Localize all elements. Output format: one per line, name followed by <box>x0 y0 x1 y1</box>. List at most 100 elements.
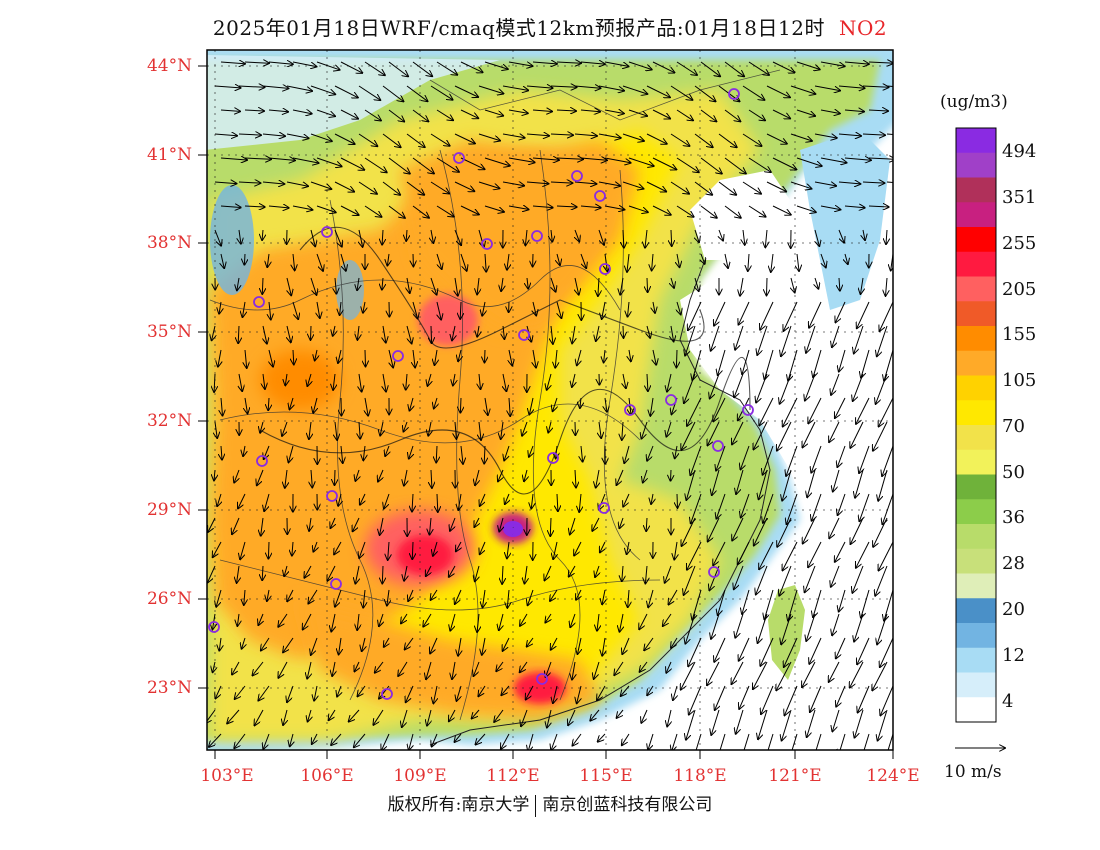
wind-arrow <box>833 469 840 492</box>
wind-arrow <box>687 541 702 570</box>
wind-arrow <box>580 206 601 208</box>
wind-arrow <box>365 349 366 366</box>
wind-arrow <box>316 61 340 70</box>
wind-arrow <box>527 637 534 647</box>
wind-arrow <box>485 397 488 415</box>
wind-arrow <box>572 373 575 387</box>
wind-arrow <box>412 61 432 76</box>
wind-arrow <box>240 541 246 559</box>
city-marker <box>518 329 530 341</box>
colorbar-unit: (ug/m3) <box>940 92 1008 112</box>
wind-arrow <box>627 253 629 272</box>
wind-arrow <box>621 685 630 696</box>
wind-arrow <box>832 325 840 347</box>
wind-arrow <box>334 229 342 247</box>
wind-arrow <box>307 373 311 386</box>
wind-arrow <box>507 253 509 270</box>
colorbar-swatch <box>956 474 996 500</box>
wind-arrow <box>810 685 822 712</box>
wind-arrow <box>532 110 552 112</box>
wind-arrow <box>509 397 510 416</box>
wind-arrow <box>784 637 798 667</box>
wind-arrow <box>692 589 702 620</box>
wind-arrow <box>647 325 650 338</box>
wind-arrow <box>845 253 848 264</box>
wind-arrow <box>759 541 774 569</box>
wind-arrow <box>838 229 844 243</box>
wind-arrow <box>316 109 335 116</box>
wind-arrow <box>485 253 486 272</box>
wind-arrow <box>508 157 535 162</box>
wind-arrow <box>666 661 671 673</box>
wind-arrow <box>479 421 481 440</box>
wind-arrow <box>596 469 599 488</box>
wind-arrow <box>838 86 865 88</box>
colorbar-swatch <box>956 672 996 698</box>
wind-arrow <box>724 205 741 218</box>
wind-arrow <box>694 133 713 147</box>
wind-arrow <box>886 133 893 135</box>
wind-arrow <box>694 181 712 195</box>
wind-arrow <box>338 493 341 506</box>
wind-arrow <box>388 61 408 76</box>
wind-arrow <box>748 157 771 172</box>
wind-arrow <box>782 709 792 741</box>
wind-arrow <box>820 157 847 163</box>
wind-arrow <box>401 613 408 623</box>
wind-arrow <box>212 325 215 340</box>
wind-arrow <box>430 637 438 653</box>
wind-arrow <box>622 133 644 141</box>
wind-arrow <box>815 229 819 246</box>
wind-arrow <box>455 733 462 742</box>
wind-arrow <box>354 733 366 747</box>
wind-arrow <box>485 349 486 362</box>
wind-arrow <box>844 158 871 160</box>
wind-arrow <box>528 589 534 605</box>
wind-arrow <box>862 182 884 183</box>
wind-arrow <box>629 397 631 415</box>
wind-arrow <box>671 229 672 246</box>
wind-arrow <box>829 661 840 682</box>
wind-arrow <box>761 685 774 714</box>
wind-arrow <box>477 277 479 294</box>
wind-arrow <box>428 373 432 386</box>
wind-arrow <box>853 373 864 401</box>
wind-arrow <box>503 325 504 339</box>
wind-arrow <box>309 517 311 531</box>
wind-arrow <box>739 301 750 325</box>
wind-arrow <box>484 61 508 69</box>
wind-arrow <box>879 541 893 571</box>
city-marker <box>742 404 754 416</box>
wind-arrow <box>278 613 288 627</box>
wind-arrow <box>334 181 354 192</box>
wind-arrow <box>785 685 798 715</box>
wind-arrow <box>286 133 309 138</box>
legend-label-494: 494 <box>1002 141 1037 162</box>
taiwan-island <box>768 585 805 680</box>
wind-arrow <box>239 373 242 391</box>
wind-arrow <box>432 733 438 747</box>
wind-arrow <box>387 589 389 606</box>
wind-arrow <box>854 613 864 642</box>
wind-arrow <box>653 301 655 313</box>
wind-arrow <box>570 517 576 534</box>
wind-arrow <box>777 421 792 451</box>
wind-arrow <box>215 685 222 698</box>
wind-arrow <box>667 373 671 392</box>
wind-arrow <box>743 733 750 750</box>
wind-arrow <box>604 110 624 114</box>
copyright-left: 版权所有:南京大学 <box>387 795 530 815</box>
wind-arrow <box>742 181 761 194</box>
wind-arrow <box>478 181 499 188</box>
wind-arrow <box>735 325 744 350</box>
wind-arrow <box>550 517 551 536</box>
wind-arrow <box>208 517 216 532</box>
city-marker <box>599 263 611 275</box>
wind-arrow <box>829 517 840 538</box>
wind-arrow <box>861 349 870 378</box>
wind-arrow <box>803 517 816 544</box>
wind-arrow <box>673 685 677 700</box>
wind-arrow <box>624 445 630 463</box>
wind-arrow <box>572 325 575 343</box>
wind-arrow <box>529 445 533 457</box>
